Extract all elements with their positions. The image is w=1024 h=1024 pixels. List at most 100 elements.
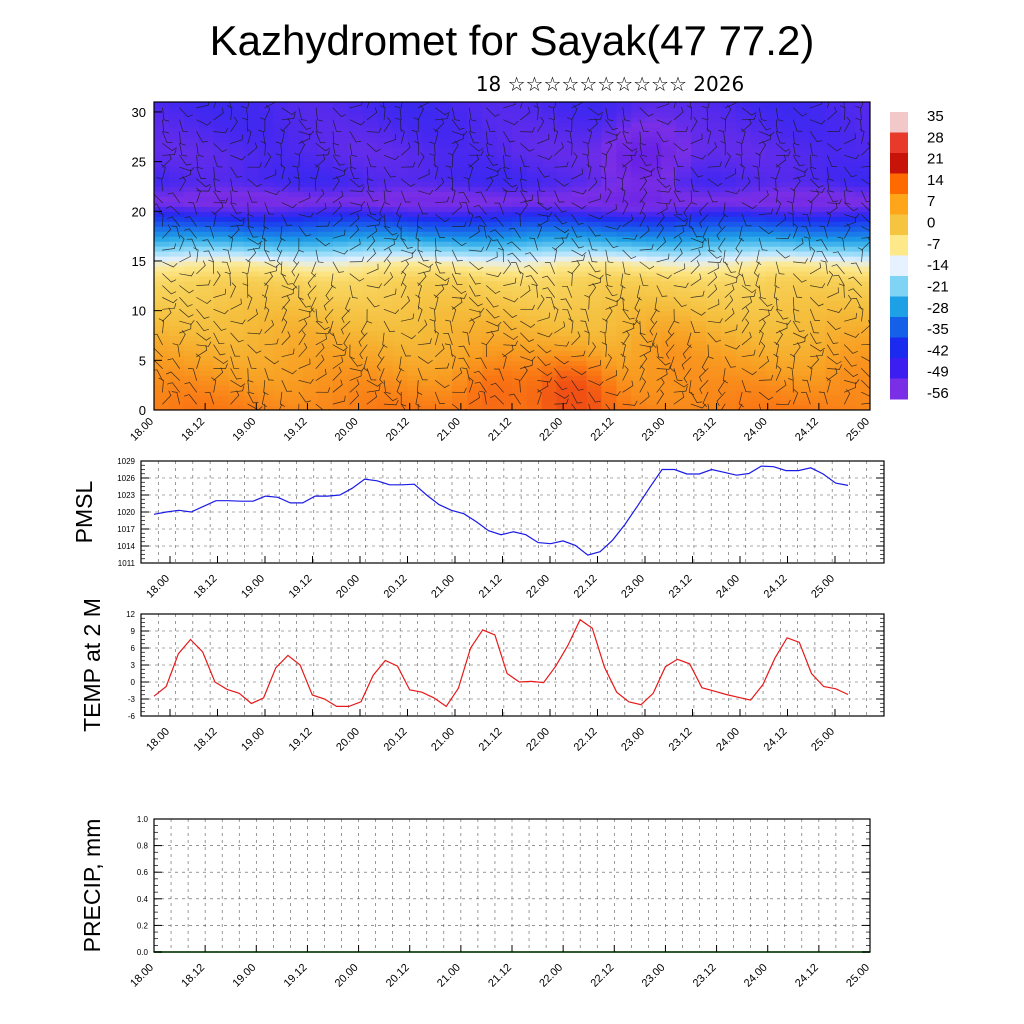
field-cell	[541, 265, 558, 272]
field-cell	[228, 315, 245, 322]
wind-barb	[571, 226, 578, 238]
wind-barb	[281, 166, 285, 180]
wind-barb	[484, 391, 487, 405]
wind-barb	[807, 214, 811, 227]
field-cell	[765, 191, 782, 197]
field-cell	[556, 161, 573, 168]
field-cell	[512, 290, 528, 297]
field-cell	[318, 355, 334, 361]
wind-barb-flag	[582, 141, 589, 144]
field-cell	[213, 116, 230, 123]
field-cell	[377, 251, 394, 257]
wind-barb	[605, 403, 611, 410]
wind-barb-flag	[208, 279, 211, 286]
wind-barb-flag	[206, 299, 212, 304]
field-cell	[646, 405, 662, 410]
field-cell	[303, 405, 319, 410]
field-cell	[705, 300, 722, 307]
wind-barb	[451, 403, 461, 410]
field-cell	[452, 156, 468, 163]
field-cell	[437, 236, 453, 242]
field-cell	[467, 161, 483, 168]
wind-barb	[396, 202, 402, 215]
wind-barb	[688, 214, 692, 227]
wind-barb	[324, 308, 334, 319]
field-cell	[154, 390, 170, 396]
field-cell	[168, 231, 185, 237]
wind-barb-flag	[280, 237, 286, 241]
field-cell	[646, 121, 662, 128]
wind-barb-flag	[532, 304, 535, 311]
wind-barb-flag	[745, 306, 750, 312]
field-cell	[154, 231, 170, 237]
wind-barb-flag	[446, 362, 450, 369]
wind-barb	[707, 320, 721, 324]
wind-barb	[758, 285, 762, 298]
field-cell	[676, 355, 692, 361]
field-cell	[646, 196, 662, 202]
wind-barb	[162, 395, 172, 405]
field-cell	[497, 211, 513, 217]
field-cell	[795, 340, 811, 347]
field-cell	[795, 151, 811, 158]
field-cell	[631, 156, 647, 163]
field-cell	[780, 310, 797, 317]
field-cell	[213, 246, 230, 252]
field-cell	[333, 265, 349, 272]
wind-barb	[690, 254, 701, 263]
field-cell	[213, 102, 230, 108]
field-cell	[482, 211, 498, 217]
wind-barb	[486, 256, 498, 263]
wind-barb-flag	[477, 226, 480, 232]
wind-barb-flag	[636, 296, 642, 301]
field-cell	[392, 216, 409, 222]
wind-barb-flag	[372, 236, 376, 242]
wind-barb	[486, 180, 494, 192]
field-cell	[273, 201, 289, 207]
wind-barb	[349, 273, 360, 282]
wind-barb-flag	[429, 338, 432, 344]
field-cell	[810, 385, 826, 391]
field-cell	[288, 116, 304, 123]
field-cell	[407, 405, 424, 410]
field-cell	[243, 385, 260, 391]
field-cell	[243, 375, 260, 381]
field-cell	[526, 385, 543, 391]
field-cell	[750, 285, 767, 292]
field-cell	[631, 310, 647, 317]
field-cell	[392, 330, 409, 337]
wind-barb-flag	[459, 367, 463, 374]
field-cell	[482, 380, 498, 386]
field-cell	[422, 300, 439, 307]
wind-barb	[207, 239, 215, 251]
field-cell	[377, 280, 394, 287]
field-cell	[407, 320, 424, 327]
field-cell	[586, 186, 603, 193]
field-cell	[467, 256, 483, 262]
field-cell	[526, 176, 543, 183]
field-cell	[482, 201, 498, 207]
wind-barb-flag	[474, 216, 481, 218]
field-cell	[497, 206, 513, 212]
wind-barb	[537, 332, 550, 338]
field-cell	[601, 176, 618, 183]
field-cell	[795, 156, 811, 163]
wind-barb-flag	[478, 392, 480, 399]
wind-barb	[478, 204, 487, 215]
wind-barb-flag	[470, 119, 477, 122]
field-cell	[213, 181, 230, 188]
field-cell	[780, 136, 797, 143]
field-cell	[765, 156, 782, 163]
field-cell	[362, 251, 379, 257]
wind-barb-flag	[702, 290, 705, 297]
wind-barb	[332, 234, 345, 239]
wind-barb	[639, 143, 643, 156]
field-cell	[556, 211, 573, 217]
field-cell	[392, 136, 409, 143]
wind-barb	[605, 374, 617, 381]
wind-barb-flag	[801, 279, 807, 283]
field-cell	[452, 285, 468, 292]
wind-barb	[383, 121, 391, 132]
wind-barb-flag	[578, 246, 584, 249]
field-cell	[407, 211, 424, 217]
